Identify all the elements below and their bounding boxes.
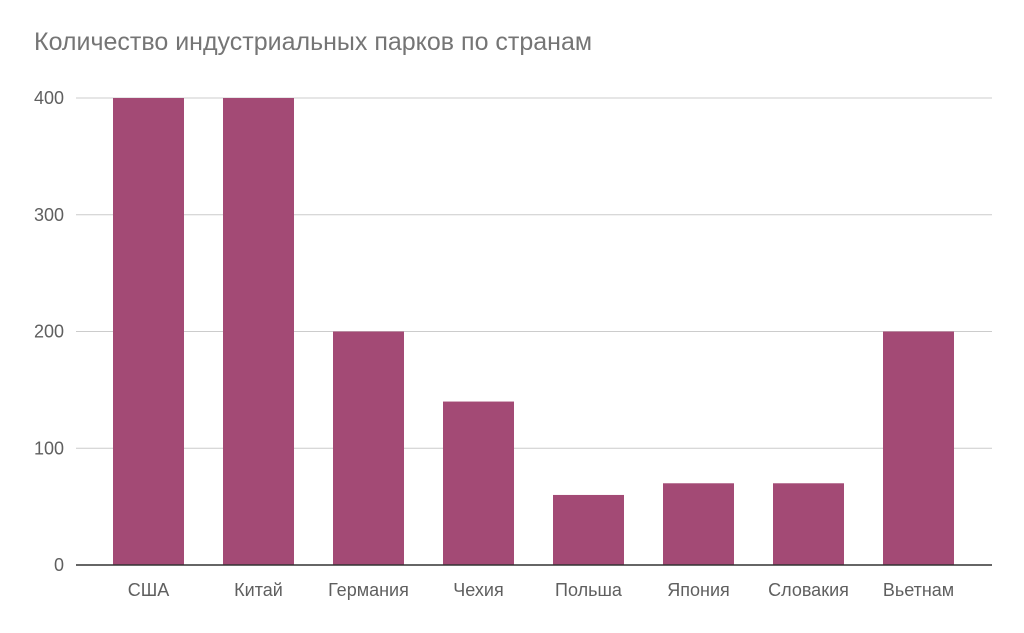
chart-title: Количество индустриальных парков по стра…	[34, 28, 593, 56]
x-tick-label: Чехия	[453, 580, 503, 600]
y-tick-label: 400	[34, 88, 64, 108]
bar-4	[443, 401, 514, 565]
bar-3	[333, 331, 404, 565]
bar-6	[663, 483, 734, 565]
x-tick-label: Япония	[667, 580, 730, 600]
bar-1	[113, 98, 184, 565]
y-axis-ticks: 0 100 200 300 400	[34, 88, 64, 575]
x-tick-label: Китай	[234, 580, 283, 600]
x-tick-label: Словакия	[768, 580, 849, 600]
bar-8	[883, 331, 954, 565]
bar-5	[553, 494, 624, 565]
x-tick-label: США	[128, 580, 170, 600]
x-tick-label: Германия	[328, 580, 409, 600]
y-tick-label: 300	[34, 205, 64, 225]
gridlines	[76, 97, 992, 449]
bar-2	[223, 98, 294, 565]
y-tick-label: 200	[34, 322, 64, 342]
bar-7	[773, 483, 844, 565]
x-axis-ticks: США Китай Германия Чехия Польша Япония Словаки…	[128, 580, 954, 600]
bars	[113, 98, 954, 565]
y-tick-label: 0	[54, 555, 64, 575]
x-tick-label: Вьетнам	[883, 580, 954, 600]
x-tick-label: Польша	[555, 580, 623, 600]
y-tick-label: 100	[34, 438, 64, 458]
